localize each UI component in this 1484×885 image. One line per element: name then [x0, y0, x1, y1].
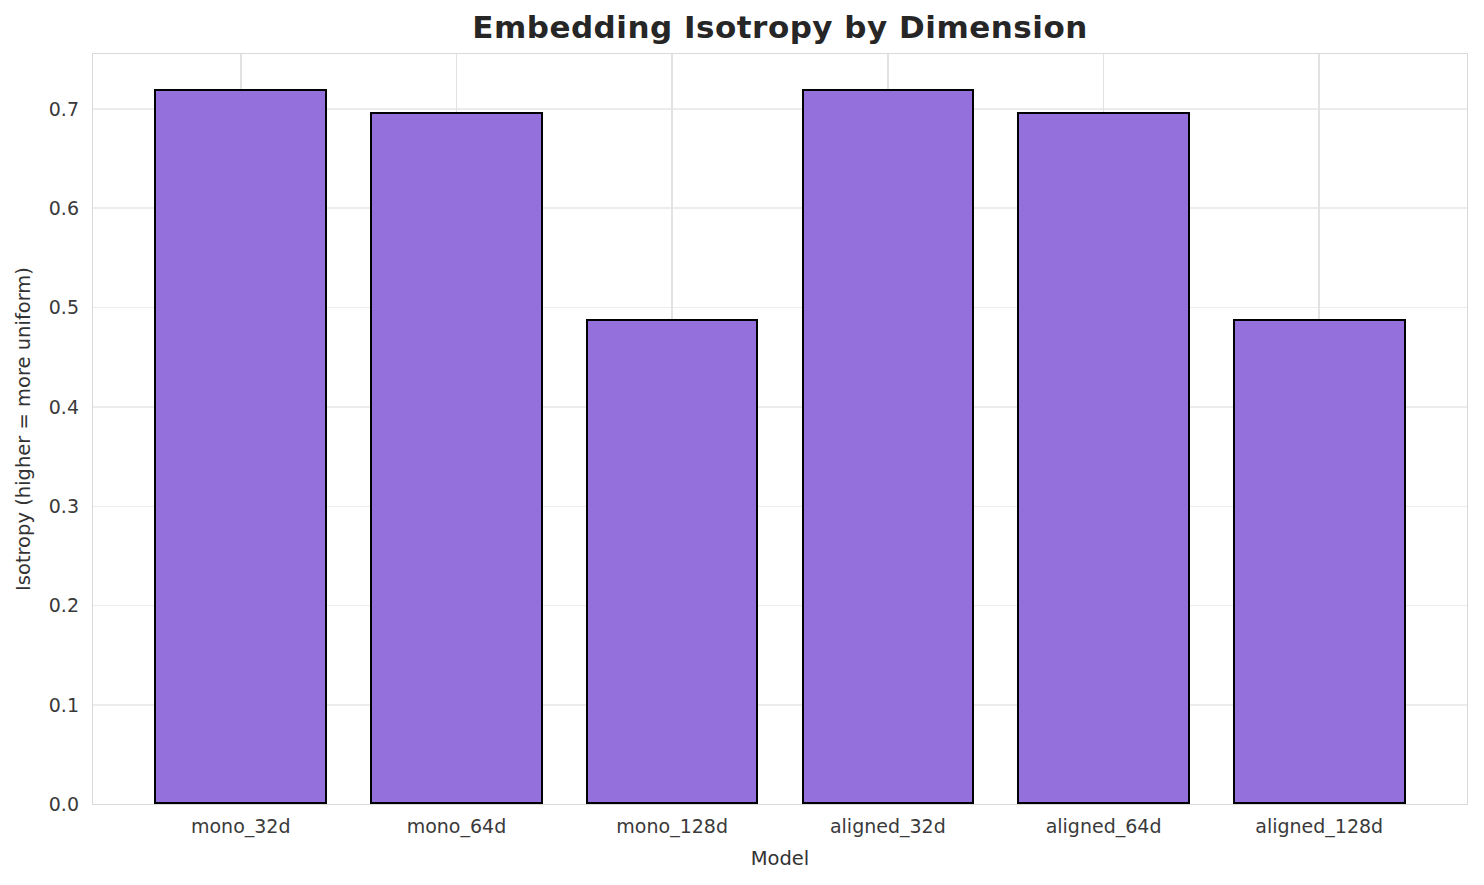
bar: [802, 89, 975, 804]
x-tick-label: mono_32d: [191, 815, 291, 837]
y-tick-label: 0.5: [49, 296, 79, 318]
x-tick-label: aligned_32d: [830, 815, 946, 837]
bar: [370, 112, 543, 804]
x-axis-label: Model: [92, 847, 1468, 870]
y-tick-label: 0.0: [49, 793, 79, 815]
y-tick-label: 0.6: [49, 197, 79, 219]
y-axis-label: Isotropy (higher = more uniform): [12, 267, 35, 591]
bar-chart-figure: Embedding Isotropy by Dimension Isotropy…: [0, 0, 1484, 885]
y-tick-label: 0.3: [49, 495, 79, 517]
y-tick-label: 0.2: [49, 594, 79, 616]
bar: [586, 319, 759, 804]
y-tick-label: 0.7: [49, 97, 79, 119]
bar: [154, 89, 327, 804]
x-tick-label: aligned_64d: [1046, 815, 1162, 837]
x-tick-label: aligned_128d: [1255, 815, 1383, 837]
x-tick-label: mono_64d: [407, 815, 507, 837]
chart-title: Embedding Isotropy by Dimension: [92, 9, 1468, 45]
x-tick-label: mono_128d: [616, 815, 728, 837]
y-tick-label: 0.4: [49, 395, 79, 417]
y-tick-label: 0.1: [49, 693, 79, 715]
plot-area: 0.00.10.20.30.40.50.60.7mono_32dmono_64d…: [92, 53, 1468, 805]
bar: [1233, 319, 1406, 804]
bar: [1017, 112, 1190, 804]
